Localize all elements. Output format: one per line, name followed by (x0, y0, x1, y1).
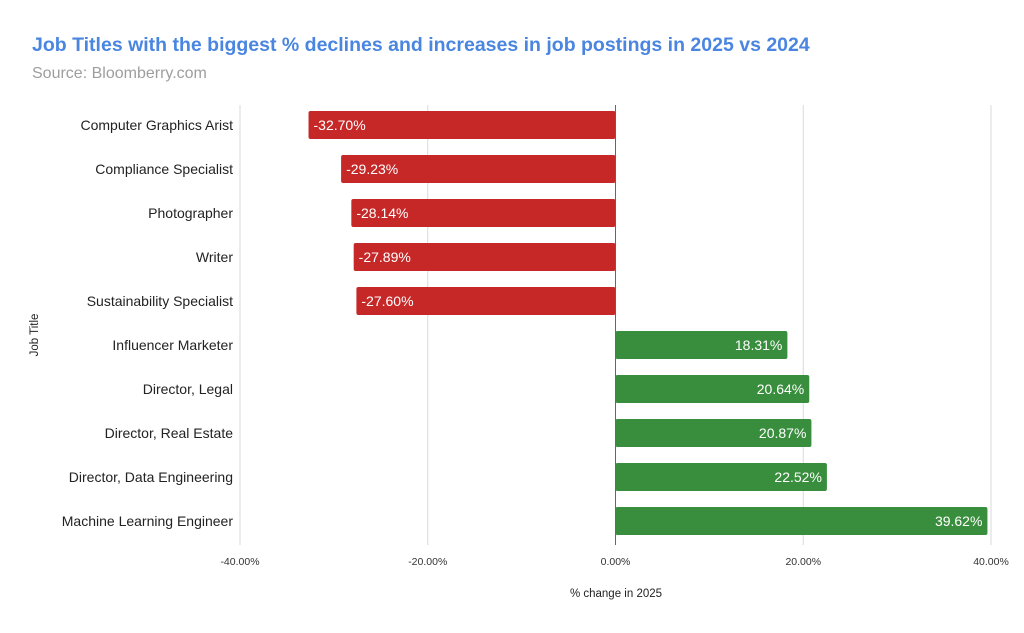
category-label: Director, Legal (143, 381, 233, 397)
chart-title: Job Titles with the biggest % declines a… (32, 34, 810, 56)
category-label: Director, Real Estate (105, 425, 234, 441)
x-tick-label: 0.00% (601, 556, 631, 568)
bar (615, 463, 827, 491)
bar (308, 111, 616, 139)
x-tick-label: 20.00% (785, 556, 821, 568)
data-label: 18.31% (735, 337, 782, 353)
bar (615, 419, 812, 447)
bar (353, 243, 616, 271)
bar (341, 155, 616, 183)
data-label: 39.62% (935, 513, 982, 529)
category-label: Director, Data Engineering (69, 469, 233, 485)
category-label: Writer (196, 249, 233, 265)
category-label: Photographer (148, 205, 233, 221)
x-axis-title: % change in 2025 (570, 588, 662, 600)
data-label: -32.70% (314, 117, 366, 133)
category-label: Sustainability Specialist (87, 293, 233, 309)
bar (615, 375, 810, 403)
bar (351, 199, 616, 227)
bar (615, 507, 988, 535)
x-tick-label: 40.00% (973, 556, 1009, 568)
category-label: Machine Learning Engineer (62, 513, 234, 529)
category-label: Computer Graphics Arist (81, 117, 234, 133)
bar (356, 287, 616, 315)
chart-subtitle: Source: Bloomberry.com (32, 65, 207, 82)
data-label: 22.52% (774, 469, 821, 485)
data-label: -28.14% (356, 205, 408, 221)
x-tick-label: -40.00% (220, 556, 259, 568)
data-label: 20.87% (759, 425, 806, 441)
data-label: -27.89% (359, 249, 411, 265)
y-axis-title: Job Title (29, 314, 41, 357)
category-label: Influencer Marketer (112, 337, 233, 353)
data-label: -27.60% (361, 293, 413, 309)
data-label: 20.64% (757, 381, 804, 397)
data-label: -29.23% (346, 161, 398, 177)
x-tick-label: -20.00% (408, 556, 447, 568)
bar (615, 331, 788, 359)
category-label: Compliance Specialist (95, 161, 233, 177)
